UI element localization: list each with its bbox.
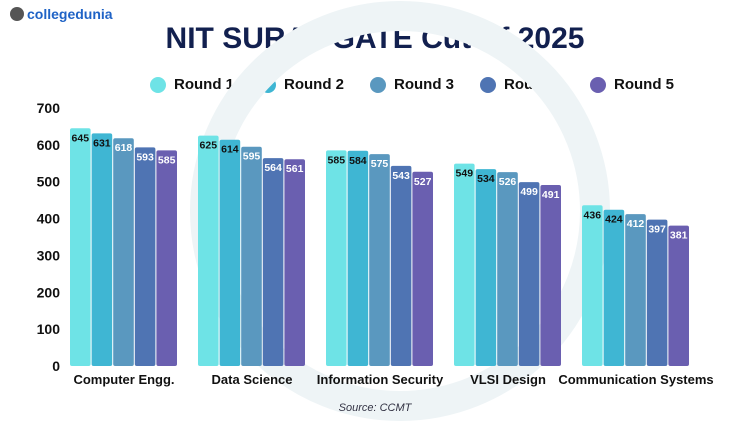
data-label: 625 [200, 140, 218, 152]
bar [113, 138, 134, 366]
data-label: 543 [392, 170, 410, 182]
legend-swatch [480, 76, 496, 93]
data-label: 561 [286, 163, 304, 175]
y-tick-label: 0 [52, 358, 60, 374]
data-label: 491 [542, 189, 560, 201]
data-label: 645 [72, 132, 90, 144]
bar [454, 163, 475, 366]
data-label: 585 [328, 154, 346, 166]
bar [219, 139, 241, 366]
data-label: 595 [243, 151, 261, 163]
bar [369, 154, 390, 366]
bar [646, 219, 668, 366]
data-label: 526 [499, 176, 517, 188]
bar [347, 150, 369, 366]
bar [497, 172, 518, 366]
mascot-icon [10, 7, 24, 21]
brand-name: collegedunia [27, 6, 113, 22]
bar [412, 171, 433, 366]
bar [156, 150, 177, 366]
bar [603, 209, 625, 366]
legend-swatch [150, 76, 166, 93]
data-label: 424 [605, 214, 623, 226]
data-label: 499 [520, 186, 538, 198]
data-label: 527 [414, 176, 432, 188]
source-note: Source: CCMT [338, 402, 412, 414]
bar [518, 182, 540, 366]
data-label: 534 [477, 173, 495, 185]
bar [582, 205, 603, 366]
legend-label: Round 5 [614, 76, 674, 93]
bar [625, 214, 646, 366]
x-tick-label: Information Security [317, 372, 444, 387]
x-tick-label: VLSI Design [470, 372, 546, 387]
x-tick-label: Computer Engg. [73, 372, 174, 387]
data-label: 412 [627, 218, 645, 230]
data-label: 381 [670, 230, 688, 242]
y-tick-label: 200 [37, 284, 61, 300]
y-tick-label: 100 [37, 321, 61, 337]
bar [91, 133, 113, 366]
data-label: 397 [648, 224, 666, 236]
bar [540, 185, 561, 366]
y-tick-label: 500 [37, 174, 61, 190]
y-tick-label: 600 [37, 137, 61, 153]
data-label: 564 [264, 162, 282, 174]
collegedunia-logo: collegedunia [10, 6, 113, 22]
bar [241, 146, 262, 366]
legend-swatch [590, 76, 606, 93]
y-tick-label: 400 [37, 211, 61, 227]
x-tick-label: Communication Systems [558, 372, 713, 387]
bar [326, 150, 347, 366]
bar [668, 225, 689, 366]
data-label: 584 [349, 155, 367, 167]
bar [262, 158, 284, 366]
data-label: 614 [221, 144, 239, 156]
data-label: 618 [115, 142, 133, 154]
legend-label: Round 2 [284, 76, 344, 93]
bar [284, 159, 305, 366]
bar [390, 165, 412, 366]
data-label: 631 [93, 137, 111, 149]
x-tick-label: Data Science [212, 372, 293, 387]
legend-item: Round 1 [150, 76, 260, 93]
legend-item: Round 5 [590, 76, 700, 93]
legend-swatch [370, 76, 386, 93]
legend-label: Round 3 [394, 76, 454, 93]
data-label: 593 [136, 151, 154, 163]
data-label: 549 [456, 168, 474, 180]
data-label: 436 [584, 209, 602, 221]
legend-item: Round 3 [370, 76, 480, 93]
y-tick-label: 700 [37, 100, 61, 116]
y-tick-label: 300 [37, 247, 61, 263]
data-label: 575 [371, 158, 389, 170]
bar [134, 147, 156, 366]
legend-label: Round 1 [174, 76, 234, 93]
data-label: 585 [158, 154, 176, 166]
bar [198, 135, 219, 366]
bar [70, 128, 91, 366]
bar [475, 169, 497, 366]
